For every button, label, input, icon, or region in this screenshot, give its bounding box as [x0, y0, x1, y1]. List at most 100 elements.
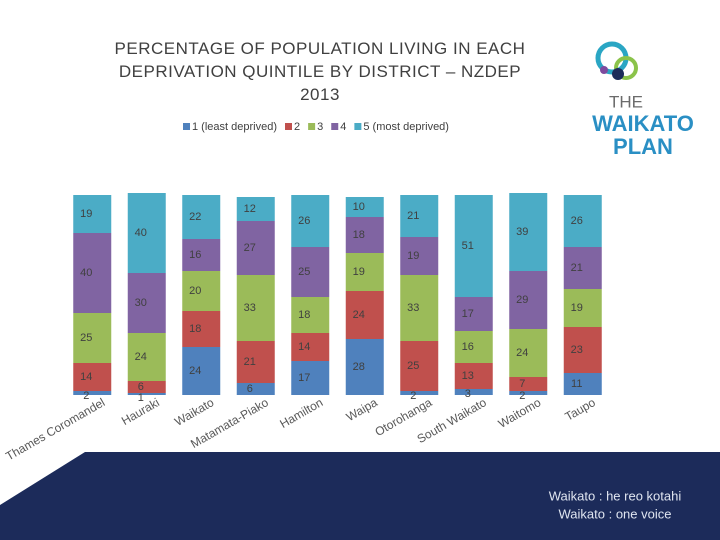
data-label: 24 — [135, 351, 147, 363]
data-label: 2 — [410, 390, 416, 402]
data-label: 12 — [244, 203, 256, 215]
legend: 1 (least deprived) 2 3 4 5 (most deprived) — [183, 121, 449, 133]
data-label: 6 — [138, 381, 144, 393]
data-label: 40 — [80, 267, 92, 279]
bar-segment — [454, 297, 493, 331]
data-label: 23 — [571, 344, 583, 356]
bar-segment — [73, 195, 112, 233]
legend-label: 5 (most deprived) — [363, 121, 449, 133]
logo-mark — [595, 41, 638, 80]
data-label: 19 — [407, 250, 419, 262]
data-label: 20 — [189, 285, 201, 297]
bar-segment — [345, 217, 384, 253]
data-label: 16 — [462, 341, 474, 353]
data-label: 25 — [298, 266, 310, 278]
bar-segment — [400, 275, 439, 341]
data-label: 16 — [189, 249, 201, 261]
data-label: 27 — [244, 242, 256, 254]
bar-segment — [563, 247, 602, 289]
legend-swatch — [308, 123, 316, 130]
bar-segment — [563, 195, 602, 247]
bar-segment — [236, 221, 275, 275]
data-label: 10 — [353, 201, 365, 213]
legend-label: 3 — [317, 121, 323, 133]
legend-label: 4 — [340, 121, 346, 133]
bar-segment — [291, 297, 330, 333]
legend-swatch — [331, 123, 339, 130]
data-label: 18 — [189, 323, 201, 335]
bar-segment — [563, 289, 602, 327]
bar-segment — [182, 195, 221, 239]
legend-label: 1 (least deprived) — [192, 121, 277, 133]
bar-segment — [563, 373, 602, 395]
data-label: 21 — [571, 262, 583, 274]
bar-segment — [345, 253, 384, 291]
data-label: 18 — [353, 229, 365, 241]
data-label: 25 — [407, 360, 419, 372]
x-tick-label: Hamilton — [277, 395, 325, 431]
data-label: 14 — [80, 371, 92, 383]
bar-segment — [73, 233, 112, 313]
data-label: 1 — [138, 392, 144, 404]
data-label: 26 — [298, 215, 310, 227]
x-tick-label: Waikato — [172, 395, 216, 429]
bar-segment — [400, 341, 439, 391]
bar-segment — [454, 389, 493, 395]
chart-title: PERCENTAGE OF POPULATION LIVING IN EACH D… — [115, 39, 526, 104]
chart-title-text: PERCENTAGE OF POPULATION LIVING IN EACH D… — [115, 39, 526, 104]
bar-segment — [291, 333, 330, 361]
legend-label: 2 — [294, 121, 300, 133]
bar-segment — [509, 271, 548, 329]
footer-text: Waikato : one voice — [559, 506, 672, 521]
bar-segment — [182, 311, 221, 347]
data-label: 2 — [83, 390, 89, 402]
logo-text: THE — [609, 92, 643, 111]
bar-segment — [454, 363, 493, 389]
data-label: 40 — [135, 227, 147, 239]
data-label: 33 — [407, 302, 419, 314]
data-label: 11 — [571, 378, 582, 390]
data-label: 17 — [462, 308, 474, 320]
data-label: 33 — [244, 302, 256, 314]
bar-segment — [236, 275, 275, 341]
data-label: 24 — [516, 347, 528, 359]
data-label: 22 — [189, 211, 201, 223]
bar-segment — [400, 195, 439, 237]
bar-segment — [127, 393, 166, 395]
x-tick-label: Taupo — [563, 395, 599, 424]
data-label: 21 — [244, 356, 256, 368]
footer-band — [0, 452, 720, 540]
bar-segment — [127, 333, 166, 381]
data-label: 26 — [571, 215, 583, 227]
bar-segment — [127, 381, 166, 393]
data-label: 21 — [407, 210, 419, 222]
bar-segment — [345, 291, 384, 339]
data-label: 24 — [353, 309, 365, 321]
data-label: 19 — [80, 208, 92, 220]
data-label: 25 — [80, 332, 92, 344]
bar-segment — [291, 361, 330, 395]
data-label: 30 — [135, 297, 147, 309]
data-label: 14 — [298, 341, 310, 353]
data-label: 3 — [465, 388, 471, 400]
data-label: 39 — [516, 226, 528, 238]
data-label: 51 — [462, 240, 474, 252]
bar-segment — [454, 331, 493, 363]
bar-segment — [563, 327, 602, 373]
bar-segment — [400, 237, 439, 275]
data-label: 2 — [519, 390, 525, 402]
bar-segment — [73, 313, 112, 363]
legend-swatch — [183, 123, 190, 130]
data-label: 13 — [462, 370, 474, 382]
data-label: 19 — [571, 302, 583, 314]
data-label: 28 — [353, 361, 365, 373]
bar-segment — [454, 195, 493, 297]
bar-segment — [509, 391, 548, 395]
bar-segment — [182, 271, 221, 311]
logo-text: WAIKATO — [592, 111, 694, 136]
bar-segment — [127, 193, 166, 273]
data-label: 17 — [298, 372, 310, 384]
bar-segment — [182, 347, 221, 395]
data-label: 6 — [247, 383, 253, 395]
bar-segment — [509, 193, 548, 271]
